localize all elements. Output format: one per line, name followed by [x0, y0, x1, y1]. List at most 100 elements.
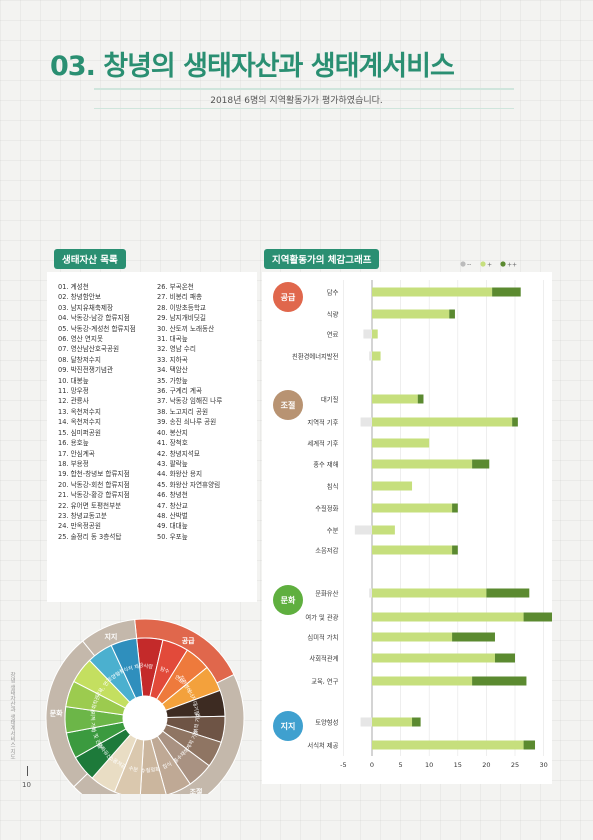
asset-list-item: 50. 우포늪	[157, 532, 188, 541]
legend-swatch	[480, 261, 486, 267]
row-label: 수질정화	[315, 504, 338, 513]
sidebar-caption: 창녕 생태자산과 생태계서비스 지도	[9, 672, 15, 760]
bar-positive	[372, 525, 395, 535]
page-subtitle: 2018년 6명의 지역활동가가 평가하였습니다.	[210, 96, 383, 106]
asset-list-item: 06. 영산 연지못	[58, 335, 104, 344]
asset-list-item: 48. 산박벌	[157, 511, 188, 520]
asset-list-item: 12. 관룡사	[58, 397, 89, 406]
asset-list-item: 24. 만옥정공원	[58, 522, 101, 531]
asset-list-item: 45. 화왕산 자연휴양림	[157, 480, 221, 489]
group-badge	[273, 390, 303, 420]
bar-positive	[372, 653, 495, 663]
bar-positive	[372, 740, 524, 750]
bar-strong-positive	[412, 717, 421, 727]
bar-positive	[372, 438, 430, 448]
wheel-service-label: 심미적 가치	[89, 706, 98, 732]
wheel-service-label: 침식	[161, 759, 173, 770]
asset-list-item: 44. 화왕산 용지	[157, 470, 203, 479]
bar-positive	[372, 459, 473, 469]
bar-strong-positive	[512, 417, 518, 427]
legend-label: --	[467, 262, 471, 269]
wheel-service-label: 수분	[128, 765, 139, 774]
bar-strong-positive	[452, 632, 495, 642]
wheel-service-label: 지역적 기후	[191, 712, 203, 739]
title-divider	[94, 88, 514, 90]
asset-list-item: 08. 달창저수지	[58, 355, 101, 364]
row-label: 대기질	[321, 395, 339, 404]
asset-list-item: 37. 낙동강 임해진 나루	[157, 397, 223, 406]
asset-list-item: 01. 계성천	[58, 283, 89, 291]
x-tick-label: -5	[340, 761, 346, 769]
row-label: 담수	[327, 289, 339, 297]
wheel-service-label: 담수	[159, 665, 171, 675]
asset-list-column-left: 01. 계성천 02. 창녕함안보 03. 남지유채축제장 04. 낙동강-남강 합류…	[58, 282, 136, 542]
bar-negative	[363, 329, 372, 339]
asset-list-item: 47. 창산교	[157, 501, 188, 510]
row-label: 사회적관계	[309, 654, 338, 663]
bar-positive	[372, 287, 493, 297]
bar-positive	[372, 329, 378, 339]
group-badge	[273, 585, 303, 615]
x-tick-label: 30	[539, 761, 547, 769]
bar-positive	[372, 309, 450, 319]
wheel-group-label: 공급	[182, 637, 195, 645]
asset-list-item: 26. 부곡온천	[157, 283, 194, 291]
bar-negative	[369, 351, 372, 361]
bar-positive	[372, 632, 453, 642]
legend-label: ++	[507, 262, 517, 269]
bar-strong-positive	[494, 653, 515, 663]
row-label: 세계적 기후	[307, 439, 338, 448]
bar-negative	[354, 525, 372, 535]
asset-list-item: 02. 창녕함안보	[58, 293, 101, 302]
bar-strong-positive	[452, 545, 458, 555]
asset-list-item: 34. 택암산	[157, 366, 188, 375]
asset-list-item: 43. 팔락늪	[157, 459, 188, 468]
wheel-service-label: 대기질	[191, 701, 202, 717]
x-tick-label: 20	[482, 761, 490, 769]
group-badge-label: 공급	[281, 293, 296, 302]
asset-list-item: 46. 창녕천	[157, 491, 188, 500]
asset-list-item: 28. 이방초등학교	[157, 303, 206, 312]
bar-strong-positive	[486, 588, 530, 598]
asset-list-panel: 01. 계성천 02. 창녕함안보 03. 남지유채축제장 04. 낙동강-남강 합류…	[47, 272, 257, 602]
bar-positive	[372, 545, 453, 555]
legend-swatch	[500, 261, 506, 267]
bar-negative	[360, 417, 372, 427]
bar-positive	[372, 588, 487, 598]
asset-list-item: 39. 송진 쇠나루 공원	[157, 418, 217, 427]
asset-list-item: 17. 안심계곡	[58, 449, 95, 458]
bar-strong-positive	[492, 287, 521, 297]
bar-strong-positive	[417, 394, 424, 404]
chart-label: 지역활동가의 체감그래프	[264, 249, 380, 269]
row-label: 친환경에너지발전	[292, 352, 339, 361]
asset-list-item: 31. 대곡늪	[157, 335, 188, 344]
wheel-group-label: 문화	[50, 709, 63, 718]
row-label: 홍수 재해	[313, 460, 338, 469]
asset-list-item: 42. 창녕지석묘	[157, 449, 200, 458]
row-label: 교육, 연구	[311, 678, 338, 686]
asset-list-item: 27. 비봉리 패총	[157, 293, 203, 302]
asset-list-item: 03. 남지유채축제장	[58, 303, 114, 312]
bar-positive	[372, 417, 513, 427]
bar-strong-positive	[472, 459, 490, 469]
asset-list-item: 25. 술정리 동 3층석탑	[58, 532, 122, 541]
page-number-divider	[27, 766, 28, 776]
subtitle-divider	[94, 108, 514, 109]
group-badge	[273, 711, 303, 741]
chart-panel: -505101520253035공급담수식량연료친환경에너지발전조절대기질지역적…	[262, 272, 576, 784]
asset-list-item: 32. 영남 수리	[157, 345, 196, 354]
asset-list-item: 13. 옥천저수지	[58, 407, 101, 416]
row-label: 토양형성	[315, 718, 338, 727]
bar-chart: -505101520253035공급담수식량연료친환경에너지발전조절대기질지역적…	[273, 280, 576, 769]
page-title: 03. 창녕의 생태자산과 생태계서비스	[50, 51, 455, 82]
wheel-center	[123, 696, 167, 740]
wheel-group-label: 조절	[190, 787, 203, 794]
asset-list-item: 33. 지하곡	[157, 355, 188, 364]
x-tick-label: 5	[399, 761, 403, 769]
row-label: 지역적 기후	[307, 418, 338, 427]
group-badge-label: 조절	[281, 400, 296, 410]
asset-list-column-right: 26. 부곡온천 27. 비봉리 패총 28. 이방초등학교 29. 남지개비딧길 30…	[157, 282, 222, 542]
bar-positive	[372, 612, 524, 622]
bar-negative	[360, 717, 372, 727]
